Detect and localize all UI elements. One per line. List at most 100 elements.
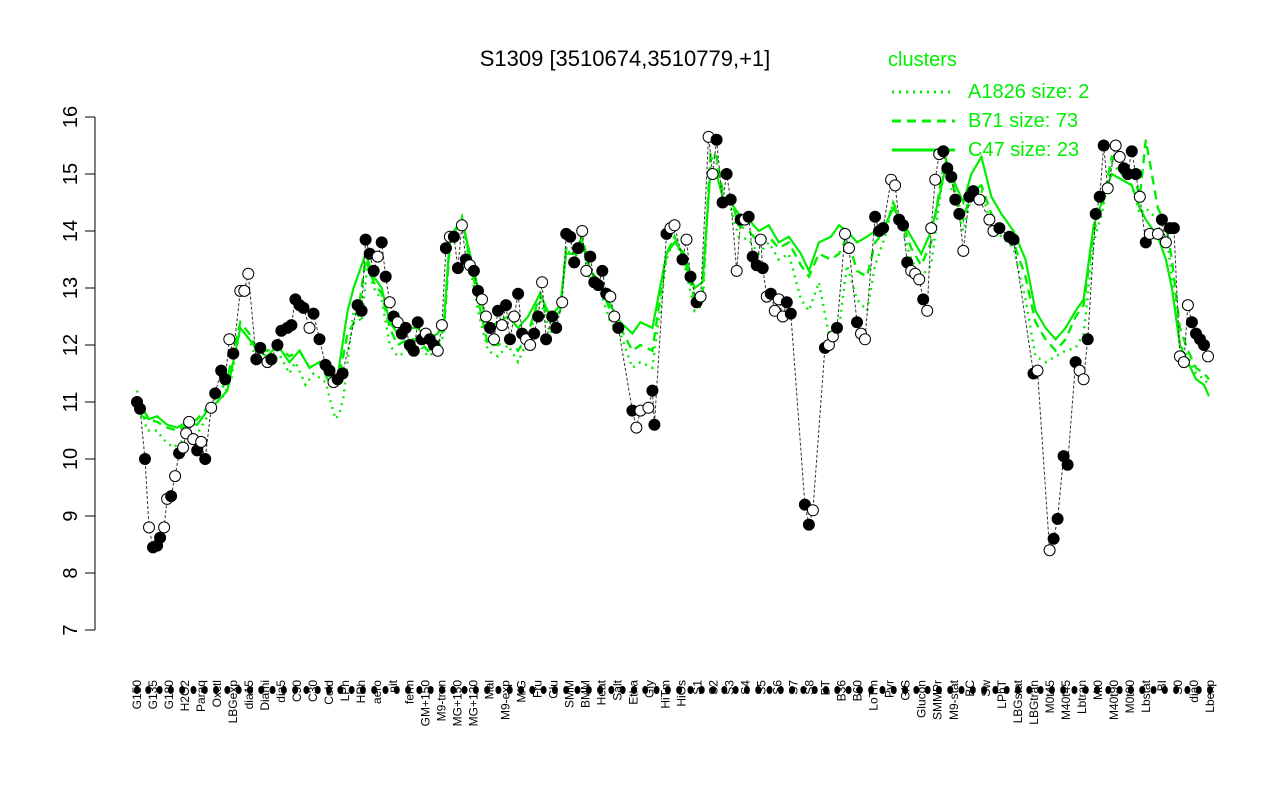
data-point xyxy=(843,242,855,255)
data-point xyxy=(1185,316,1198,329)
x-tick-label: LBGtran xyxy=(1027,680,1041,725)
data-point xyxy=(435,319,448,332)
x-category-marker xyxy=(1094,686,1101,694)
data-point xyxy=(630,421,643,434)
data-point xyxy=(1031,364,1044,377)
x-category-marker xyxy=(518,686,525,694)
x-tick-label: aero xyxy=(370,680,384,704)
data-point xyxy=(323,364,336,377)
x-category-marker xyxy=(834,686,841,694)
x-tick-label: M9-exp xyxy=(498,680,512,720)
data-point xyxy=(993,222,1006,235)
x-category-marker xyxy=(269,686,276,694)
data-point xyxy=(139,453,151,465)
data-point xyxy=(407,344,420,357)
data-point xyxy=(250,353,263,366)
x-category-marker xyxy=(213,686,220,694)
data-point xyxy=(694,290,707,303)
x-tick-label: LPhT xyxy=(995,679,1009,708)
data-point xyxy=(724,193,737,206)
data-point xyxy=(756,262,769,275)
data-point xyxy=(165,490,178,503)
data-point xyxy=(540,333,553,346)
data-point xyxy=(710,133,723,146)
data-point xyxy=(851,316,863,329)
data-point xyxy=(706,168,719,180)
x-tick-label: Mal xyxy=(482,680,496,699)
x-tick-label: Pyr xyxy=(883,680,897,698)
x-tick-label: Oxctl xyxy=(210,680,224,707)
data-point xyxy=(784,307,797,320)
data-point xyxy=(1081,333,1094,346)
x-tick-label: S1 xyxy=(691,680,705,695)
x-category-marker xyxy=(902,686,909,694)
data-point xyxy=(134,402,146,415)
x-category-marker xyxy=(1116,686,1123,694)
data-point xyxy=(897,219,910,232)
x-category-marker xyxy=(551,686,558,694)
data-point xyxy=(612,321,625,334)
data-point xyxy=(1198,339,1210,351)
data-point xyxy=(455,219,468,232)
x-category-marker xyxy=(326,686,333,694)
data-point xyxy=(183,415,196,428)
data-point xyxy=(983,213,996,226)
data-point xyxy=(1155,213,1168,226)
data-point xyxy=(953,207,966,220)
y-tick-label: 16 xyxy=(60,106,82,128)
y-tick-label: 15 xyxy=(60,163,82,185)
data-point xyxy=(303,321,316,334)
x-category-marker xyxy=(687,686,694,694)
data-point xyxy=(223,333,236,346)
x-tick-label: BMM xyxy=(578,680,592,708)
x-tick-label: M40t90 xyxy=(1107,680,1121,720)
x-tick-label: B36 xyxy=(835,680,849,702)
data-point xyxy=(431,344,444,357)
x-tick-label: SMM xyxy=(562,680,576,708)
x-category-marker xyxy=(167,686,174,694)
x-category-marker xyxy=(359,686,366,694)
data-point xyxy=(768,304,781,317)
data-line-path xyxy=(136,136,1209,551)
data-point xyxy=(1113,150,1126,163)
x-category-marker xyxy=(969,686,976,694)
x-category-marker xyxy=(822,686,829,694)
data-point xyxy=(451,262,464,275)
x-category-marker xyxy=(472,686,479,694)
x-category-marker xyxy=(1048,686,1055,694)
x-tick-label: G180 xyxy=(162,680,176,710)
data-point xyxy=(720,168,733,180)
data-point xyxy=(568,256,581,269)
x-category-marker xyxy=(1127,686,1134,694)
x-tick-label: S5 xyxy=(755,680,769,695)
x-tick-label: LPh xyxy=(338,680,352,701)
x-tick-label: dia5 xyxy=(274,680,288,703)
data-point xyxy=(399,321,412,334)
data-point xyxy=(476,293,488,306)
x-tick-label: Lbexp xyxy=(1203,680,1217,713)
data-point xyxy=(336,367,349,380)
x-category-marker xyxy=(755,686,762,694)
x-tick-label: HiTm xyxy=(658,680,672,709)
data-point xyxy=(877,222,890,235)
x-category-marker xyxy=(438,686,445,694)
data-point xyxy=(648,418,661,431)
x-tick-label: S3 xyxy=(723,680,737,695)
x-tick-label: SMMPr xyxy=(931,680,945,720)
data-point xyxy=(1159,236,1172,249)
x-tick-label: C90 xyxy=(290,680,304,702)
x-tick-label: Gly xyxy=(642,680,656,698)
x-category-marker xyxy=(190,686,197,694)
data-point xyxy=(676,253,689,266)
data-point xyxy=(492,304,504,317)
y-tick-label: 10 xyxy=(60,448,82,470)
data-point xyxy=(680,233,693,246)
x-tick-label: Paraq xyxy=(194,680,208,712)
data-point xyxy=(921,304,934,317)
x-tick-label: dia0 xyxy=(1187,680,1201,703)
data-point xyxy=(169,470,182,483)
x-category-marker xyxy=(1207,686,1213,694)
legend-label: B71 size: 73 xyxy=(968,110,1078,132)
data-point xyxy=(1051,512,1064,525)
data-point xyxy=(1093,190,1106,203)
